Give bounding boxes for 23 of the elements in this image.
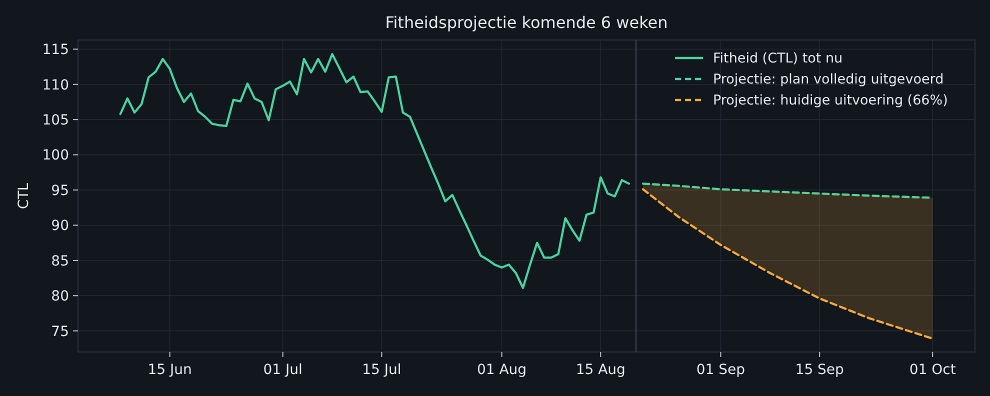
- y-tick-label: 85: [51, 253, 69, 270]
- x-tick-label: 15 Aug: [576, 362, 626, 378]
- line-series: [119, 52, 630, 290]
- x-tick-label: 15 Sep: [795, 362, 844, 378]
- y-tick-label: 80: [51, 288, 69, 305]
- y-tick-label: 75: [51, 324, 69, 340]
- legend-label: Projectie: plan volledig uitgevoerd: [713, 72, 944, 88]
- y-tick-label: 115: [42, 42, 69, 58]
- x-tick-label: 15 Jun: [148, 362, 192, 378]
- chart-title: Fitheidsprojectie komende 6 weken: [385, 13, 668, 32]
- x-tick-label: 01 Sep: [696, 362, 746, 378]
- x-tick-label: 15 Jul: [362, 362, 402, 378]
- x-tick-label: 01 Jul: [263, 362, 302, 378]
- y-tick-label: 100: [42, 148, 69, 164]
- x-tick-label: 01 Oct: [909, 362, 956, 378]
- y-tick-label: 90: [51, 218, 69, 234]
- x-tick-label: 01 Aug: [476, 362, 527, 378]
- y-tick-label: 110: [42, 77, 69, 94]
- y-axis-title: CTL: [16, 182, 32, 210]
- y-tick-label: 95: [51, 182, 69, 199]
- legend-label: Fitheid (CTL) tot nu: [713, 50, 843, 67]
- y-tick-label: 105: [42, 112, 69, 128]
- legend-label: Projectie: huidige uitvoering (66%): [713, 92, 948, 109]
